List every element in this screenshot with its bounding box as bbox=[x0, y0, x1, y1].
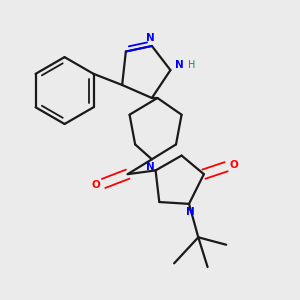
Text: N: N bbox=[146, 33, 154, 43]
Text: N: N bbox=[175, 59, 184, 70]
Text: H: H bbox=[188, 60, 196, 70]
Text: N: N bbox=[146, 163, 154, 172]
Text: O: O bbox=[91, 180, 100, 190]
Text: N: N bbox=[187, 207, 195, 217]
Text: O: O bbox=[230, 160, 239, 170]
